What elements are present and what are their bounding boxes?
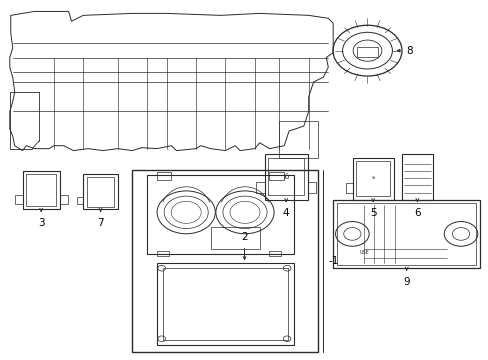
Bar [22,171,60,210]
Text: 2: 2 [241,232,247,242]
Bar [355,162,389,196]
Bar [255,182,264,193]
Bar [77,197,83,204]
Text: *: * [371,176,374,182]
Bar [15,195,22,204]
Bar [401,154,432,199]
Bar [86,177,114,207]
Bar [356,47,377,57]
Bar [269,172,284,180]
Text: 4: 4 [282,208,289,219]
Text: -1: -1 [327,256,338,266]
Bar [345,183,352,193]
Text: USE: USE [359,250,368,255]
Bar [26,174,56,206]
Bar [268,158,303,195]
Bar [307,182,316,193]
Bar [279,121,318,158]
Bar [132,170,318,351]
Bar [269,251,281,256]
Bar [210,227,259,249]
Text: 9: 9 [403,277,409,287]
Text: 5: 5 [369,208,376,219]
Text: 3: 3 [38,218,44,228]
Bar [336,203,475,265]
Text: 7: 7 [97,218,103,228]
Text: 8: 8 [405,46,411,56]
Text: Iô: Iô [283,174,289,180]
Bar [264,154,307,199]
Bar [162,267,287,341]
Bar [352,158,393,199]
Bar [157,251,168,256]
Bar [157,172,171,180]
Bar [147,175,293,253]
Bar [83,174,118,210]
Bar [332,199,479,268]
Bar [157,263,293,345]
Bar [60,195,67,204]
Text: 6: 6 [413,208,420,219]
